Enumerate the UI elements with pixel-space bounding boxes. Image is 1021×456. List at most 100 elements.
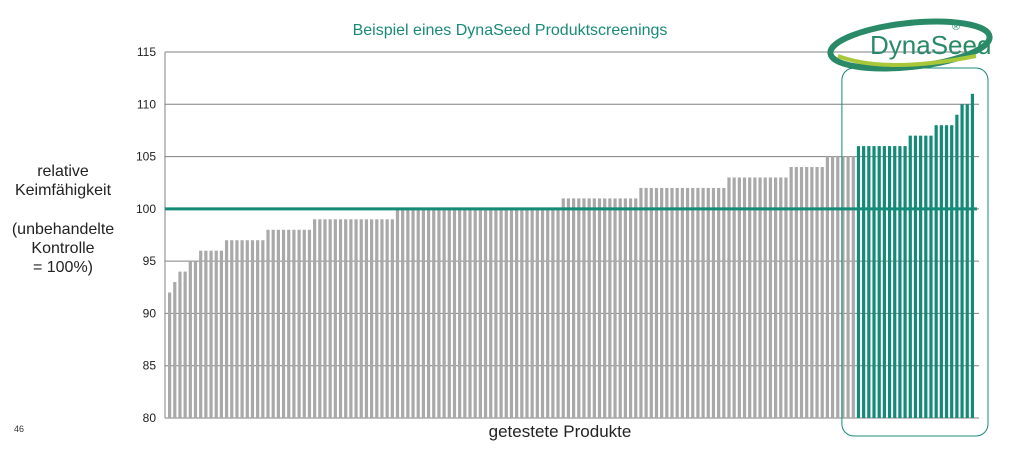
bar	[779, 177, 783, 418]
bar	[603, 198, 607, 418]
bar	[903, 146, 907, 419]
logo-swoosh-icon	[827, 18, 993, 72]
bar	[623, 198, 627, 418]
bar	[825, 156, 829, 418]
bar	[830, 156, 835, 418]
bar	[426, 208, 431, 418]
bar	[913, 135, 918, 418]
bar	[478, 208, 482, 418]
bar	[784, 177, 788, 418]
y-tick-label: 100	[136, 202, 156, 216]
bar	[649, 187, 653, 418]
bar	[193, 261, 198, 418]
bar	[924, 135, 928, 418]
bar	[323, 219, 327, 418]
page-number: 46	[14, 424, 25, 434]
bar	[333, 219, 337, 418]
bar	[463, 208, 467, 418]
bar	[168, 292, 172, 418]
bar	[473, 208, 477, 418]
bar	[960, 104, 964, 418]
bar	[390, 219, 394, 418]
bar	[711, 187, 716, 418]
bar	[380, 219, 384, 418]
bar	[582, 198, 586, 418]
bar	[851, 156, 855, 418]
bar	[805, 167, 809, 418]
bar	[483, 208, 488, 418]
bar	[587, 198, 591, 418]
bar	[706, 187, 710, 418]
bar	[395, 208, 400, 418]
bar	[261, 240, 265, 418]
bar	[447, 208, 451, 418]
bar	[245, 240, 249, 418]
bar	[546, 208, 550, 418]
bar	[292, 229, 296, 418]
bar	[281, 229, 286, 418]
bar	[307, 229, 312, 418]
bar	[691, 187, 695, 418]
bar	[240, 240, 244, 418]
bar	[680, 187, 684, 418]
bar	[276, 229, 280, 418]
bar	[722, 187, 726, 418]
bar	[525, 208, 529, 418]
bar	[561, 198, 565, 418]
bar	[313, 219, 317, 418]
bar	[841, 156, 845, 418]
bar	[955, 114, 959, 419]
bar	[494, 208, 498, 418]
bar	[810, 167, 814, 418]
y-axis-label-line: (unbehandelte	[11, 221, 115, 238]
bar	[634, 198, 638, 418]
bar	[970, 93, 975, 418]
logo-registered-mark: ®	[952, 21, 960, 33]
dynaseed-logo: DynaSeed ®	[827, 18, 993, 72]
bar	[421, 208, 425, 418]
chart-title: Beispiel eines DynaSeed Produktscreening…	[352, 22, 668, 39]
bar	[820, 167, 824, 418]
y-tick-label: 105	[136, 150, 156, 164]
bar	[230, 240, 234, 418]
bar	[799, 167, 804, 418]
bar	[385, 219, 389, 418]
bar	[737, 177, 741, 418]
bar	[618, 198, 622, 418]
bar	[297, 229, 301, 418]
bar	[406, 208, 410, 418]
bar	[748, 177, 752, 418]
bar	[178, 271, 182, 418]
bar	[540, 208, 545, 418]
bar	[908, 135, 912, 418]
bar	[675, 187, 679, 418]
bar	[338, 219, 343, 418]
bar	[199, 250, 203, 418]
bar	[592, 198, 596, 418]
bar	[893, 146, 897, 419]
bar	[836, 156, 840, 418]
bar	[328, 219, 332, 418]
y-axis-label-line: relative	[37, 163, 89, 180]
bar	[944, 125, 949, 418]
bar	[919, 135, 923, 418]
x-axis-label: getestete Produkte	[488, 422, 632, 441]
bar	[856, 146, 861, 419]
bar	[696, 187, 700, 418]
bar	[846, 156, 850, 418]
bar	[644, 187, 648, 418]
bar	[939, 125, 943, 418]
y-axis-label-line: = 100%)	[32, 259, 94, 276]
bar	[815, 167, 819, 418]
bar	[535, 208, 539, 418]
bar	[250, 240, 255, 418]
bar	[442, 208, 446, 418]
bar	[209, 250, 213, 418]
bar	[432, 208, 436, 418]
bar	[929, 135, 933, 418]
y-axis-label-line: Kontrolle	[31, 240, 95, 257]
bar	[572, 198, 576, 418]
logo-leaf-icon	[837, 54, 977, 67]
bar	[597, 198, 602, 418]
